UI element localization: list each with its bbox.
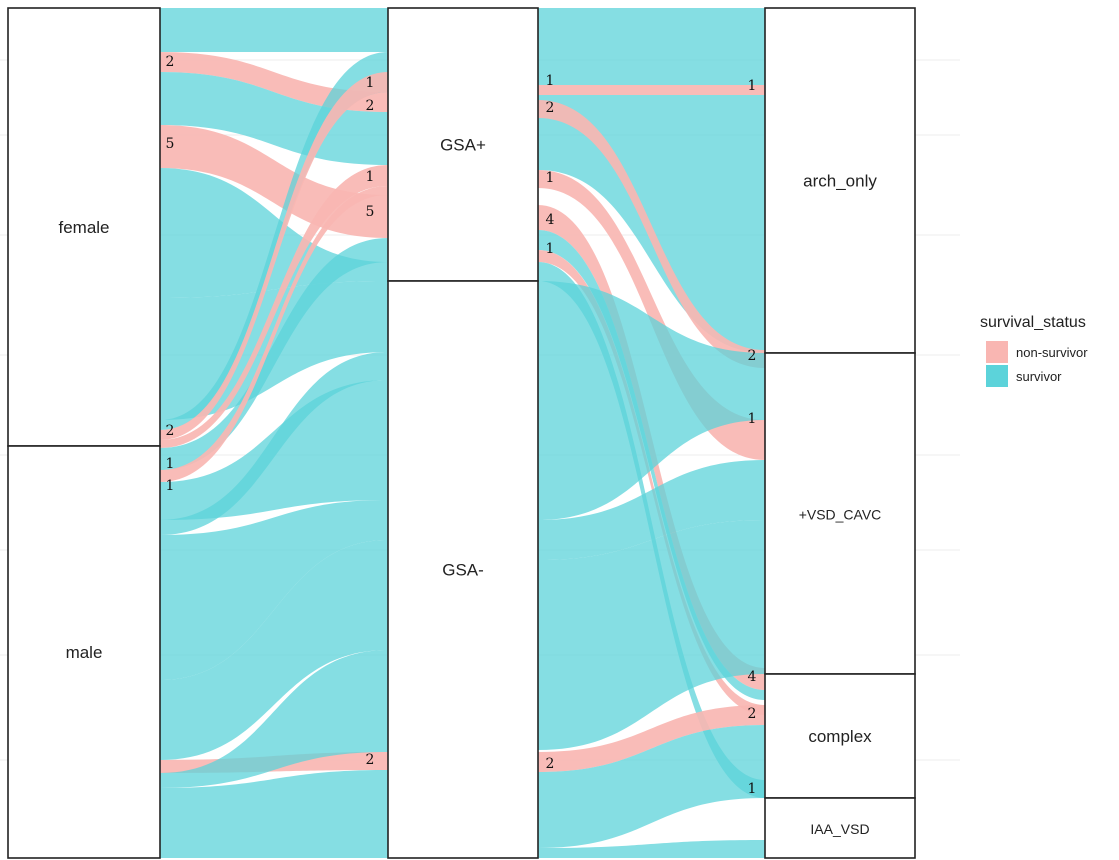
stratum-label-male: male [66,643,103,662]
stratum-GSA- [387,280,539,859]
count-label-10: 1 [546,73,555,89]
stratum-+VSD_CAVC [764,352,916,675]
count-label-1: 5 [166,136,175,152]
sex-to-gsa-ribbon-9 [160,238,388,470]
gsa-to-subtype-ribbon-10 [538,460,765,560]
sex-to-gsa-ribbon-17 [160,770,388,858]
count-label-21: 1 [748,781,757,797]
strata-layer: female male GSA+ GSA-arch_only +VSD_CAVCcomp… [7,7,916,859]
count-label-19: 4 [748,669,757,685]
count-label-14: 1 [546,241,555,257]
sex-to-gsa-ribbon-12 [160,352,388,535]
stratum-male [7,445,161,859]
count-label-2: 2 [166,423,175,439]
legend: survival_status non-survivor survivor [980,314,1088,388]
gsa-to-subtype-ribbon-1 [538,85,765,95]
legend-item-non-survivor: non-survivor [980,340,1088,364]
gsa-to-subtype-ribbon-4 [538,170,765,460]
count-label-8: 5 [366,204,375,220]
gsa-to-subtype-ribbon-0 [538,8,765,85]
sex-to-gsa-ribbon-16 [160,650,388,788]
count-label-7: 1 [366,169,375,185]
sex-to-gsa-ribbon-10 [160,186,388,482]
stratum-label-complex: complex [808,727,872,746]
count-label-20: 2 [748,706,757,722]
gsa-to-subtype-ribbon-12 [538,705,765,772]
count-label-0: 2 [166,54,175,70]
sex-to-gsa-ribbon-13 [160,500,388,680]
stratum-label-female: female [58,218,109,237]
count-label-5: 1 [366,75,375,91]
sex-to-gsa-ribbon-0 [160,8,388,52]
legend-swatch-survivor [986,365,1008,387]
stratum-arch_only [764,7,916,354]
sex-to-gsa-ribbon-2 [160,72,388,165]
count-label-6: 2 [366,98,375,114]
sex-to-gsa-ribbon-8 [160,165,388,448]
legend-swatch-non-survivor [986,341,1008,363]
stratum-female [7,7,161,447]
legend-item-survivor: survivor [980,364,1088,388]
count-label-11: 2 [546,100,555,116]
stratum-IAA_VSD [764,797,916,859]
gsa-to-subtype-ribbon-7 [538,250,765,715]
stratum-label-GSA+: GSA+ [440,136,486,155]
legend-label-survivor: survivor [1016,368,1062,384]
count-label-12: 1 [546,170,555,186]
gsa-to-subtype-ribbon-3 [538,100,765,368]
flows-layer [160,8,765,858]
count-labels-layer: 2 5 2 1 1 1 2 1 5 2 1 2 1 4 1 2 1 2 1 4 2 1 [166,54,757,797]
legend-title: survival_status [980,314,1086,331]
count-label-15: 2 [546,756,555,772]
stratum-label-GSA-: GSA- [442,561,484,580]
count-label-3: 1 [166,456,175,472]
stratum-GSA+ [387,7,539,282]
gsa-to-subtype-ribbon-2 [538,95,765,353]
stratum-label-arch_only: arch_only [803,172,877,191]
sex-to-gsa-ribbon-14 [160,540,388,760]
stratum-complex [764,673,916,799]
count-label-16: 1 [748,78,757,94]
stratum-label-+VSD_CAVC: +VSD_CAVC [799,507,882,523]
sex-to-gsa-ribbon-7 [160,72,388,440]
count-label-4: 1 [166,478,175,494]
count-label-18: 1 [748,411,757,427]
gsa-to-subtype-ribbon-11 [538,520,765,750]
legend-label-non-survivor: non-survivor [1016,344,1088,360]
gsa-to-subtype-ribbon-9 [538,281,765,520]
count-label-13: 4 [546,212,555,228]
count-label-17: 2 [748,348,757,364]
gsa-to-subtype-ribbon-14 [538,840,765,858]
stratum-label-IAA_VSD: IAA_VSD [810,821,869,837]
gsa-to-subtype-ribbon-13 [538,725,765,848]
sex-to-gsa-ribbon-6 [160,52,388,430]
count-label-9: 2 [366,752,375,768]
